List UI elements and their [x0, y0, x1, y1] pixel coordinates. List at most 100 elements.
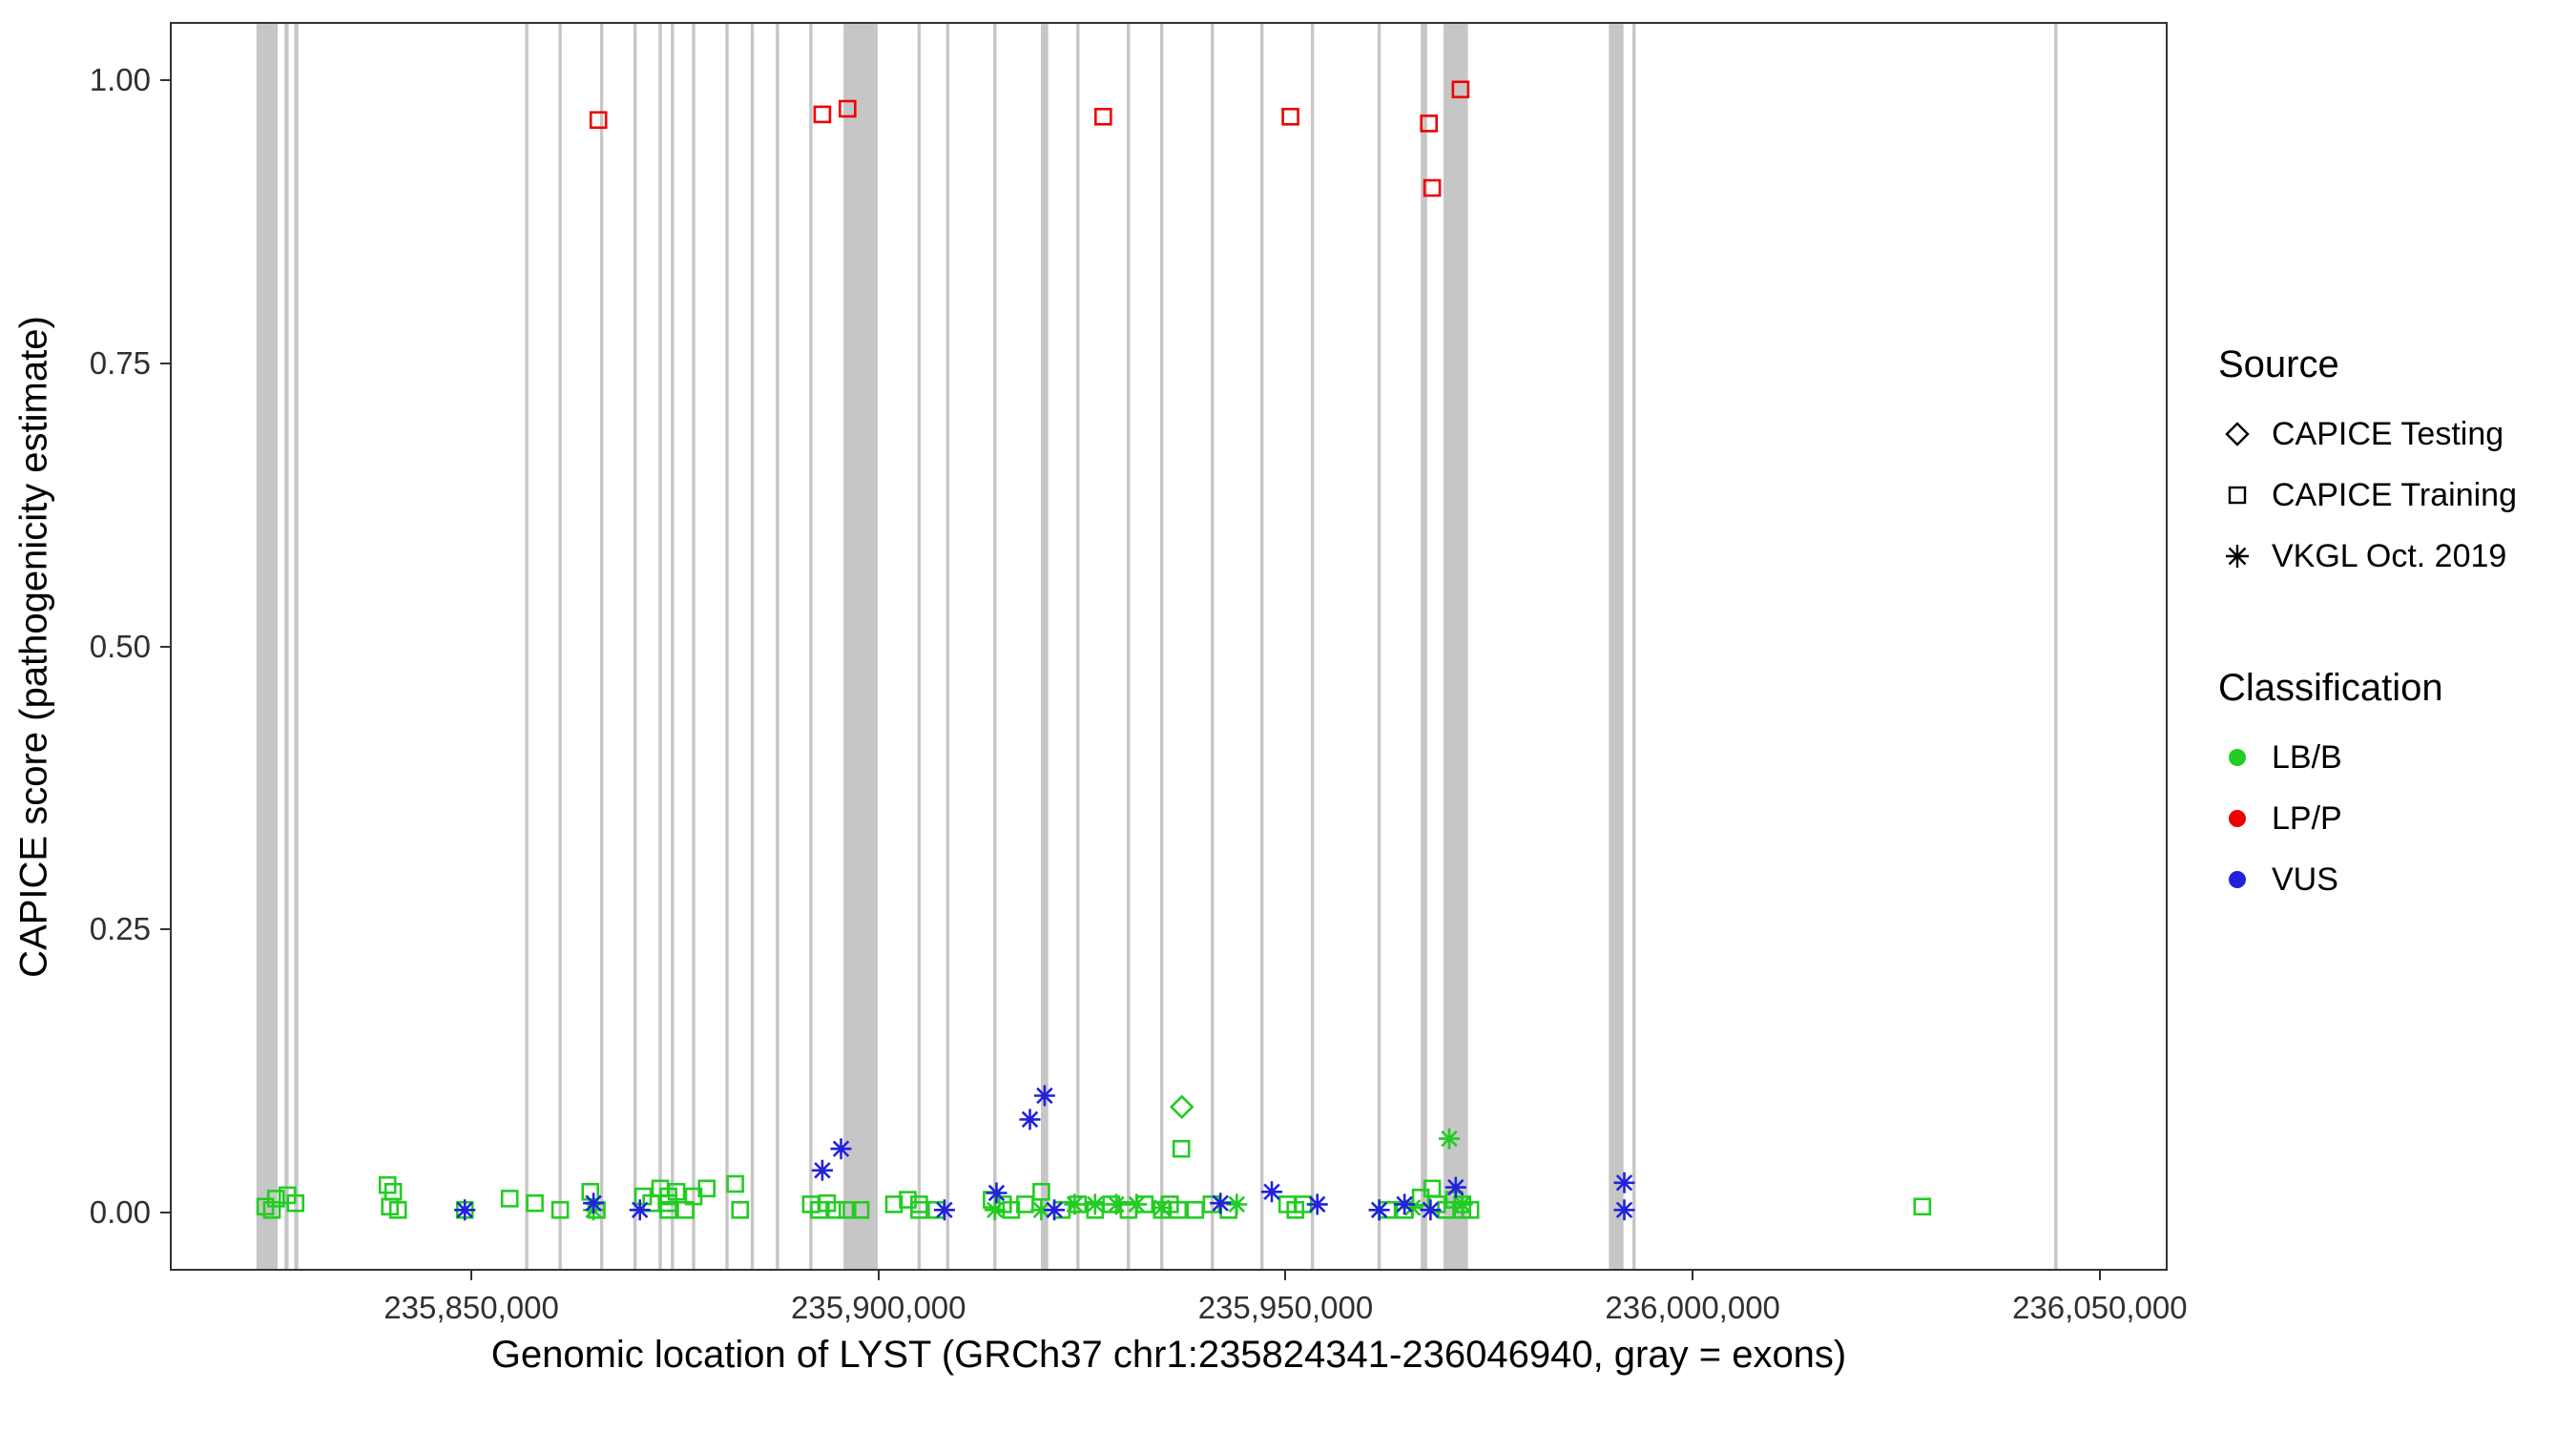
data-point-square — [1423, 178, 1442, 197]
exon-bar — [993, 24, 997, 1269]
diamond-icon — [2218, 415, 2256, 453]
data-point-square — [697, 1179, 717, 1198]
data-point-asterisk — [933, 1199, 955, 1221]
legend-item-label: LB/B — [2272, 738, 2342, 776]
data-point-asterisk — [1368, 1199, 1390, 1221]
x-axis-tick-label: 235,850,000 — [384, 1290, 559, 1325]
data-point-asterisk — [1064, 1193, 1086, 1215]
exon-bar — [671, 24, 675, 1269]
exon-bar — [917, 24, 922, 1269]
exon-bar — [2054, 24, 2058, 1269]
exon-bar — [633, 24, 637, 1269]
legend-item-label: CAPICE Training — [2272, 476, 2517, 513]
data-point-asterisk — [1044, 1199, 1066, 1221]
data-point-asterisk — [1210, 1192, 1232, 1214]
exon-bar — [1377, 24, 1381, 1269]
exon-bar — [1260, 24, 1264, 1269]
data-point-square — [266, 1190, 285, 1208]
data-point-square — [1913, 1197, 1932, 1216]
data-point-square — [262, 1201, 281, 1219]
data-point-square — [667, 1183, 686, 1201]
green-dot-icon — [2218, 738, 2256, 777]
data-point-square — [838, 1201, 857, 1219]
data-point-square — [526, 1193, 544, 1213]
exon-bar — [1041, 24, 1049, 1269]
data-point-square — [838, 99, 857, 118]
data-point-asterisk — [454, 1199, 476, 1221]
y-axis-tick-label: 1.00 — [89, 62, 151, 98]
y-axis-tick-label: 0.75 — [89, 344, 151, 381]
y-axis-tick-label: 0.00 — [89, 1193, 151, 1230]
exon-bar — [809, 24, 813, 1269]
exon-bar — [1310, 24, 1315, 1269]
x-axis-tick — [1692, 1271, 1694, 1280]
data-point-square — [827, 1201, 845, 1219]
square-icon — [2218, 476, 2256, 514]
exon-bar — [1160, 24, 1164, 1269]
data-point-asterisk — [1394, 1193, 1416, 1215]
x-axis-tick — [1284, 1271, 1287, 1280]
legend-item-lpp: LP/P — [2218, 799, 2571, 838]
exon-bar — [1211, 24, 1215, 1269]
data-point-square — [384, 1183, 403, 1201]
y-axis-tick — [160, 928, 170, 931]
data-point-asterisk — [1613, 1199, 1635, 1221]
asterisk-icon — [2218, 537, 2256, 575]
exon-bar — [284, 24, 289, 1269]
legend-source-block: Source CAPICE Testing CAPICE Training — [2218, 343, 2571, 575]
data-point-asterisk — [1451, 1193, 1473, 1215]
data-point-asterisk — [1030, 1199, 1052, 1221]
x-axis-title: Genomic location of LYST (GRCh37 chr1:23… — [490, 1334, 1847, 1376]
data-point-asterisk — [984, 1199, 1006, 1221]
blue-dot-icon — [2218, 861, 2256, 899]
legend: Source CAPICE Testing CAPICE Training — [2218, 343, 2571, 990]
data-point-asterisk — [986, 1182, 1008, 1204]
data-point-asterisk — [1444, 1176, 1466, 1198]
x-axis-tick — [470, 1271, 473, 1280]
x-axis-tick — [2098, 1271, 2101, 1280]
exon-bar — [945, 24, 949, 1269]
y-axis-tick — [160, 362, 170, 364]
y-axis-tick — [160, 1211, 170, 1213]
legend-item-label: VKGL Oct. 2019 — [2272, 537, 2507, 574]
data-point-square — [1281, 108, 1299, 126]
x-axis-tick-label: 235,900,000 — [790, 1290, 966, 1325]
legend-source-title: Source — [2218, 343, 2339, 385]
data-point-asterisk — [1306, 1193, 1328, 1215]
legend-classification-title: Classification — [2218, 667, 2443, 709]
data-point-square — [1093, 108, 1112, 126]
x-axis-tick — [877, 1271, 880, 1280]
data-point-square — [726, 1174, 744, 1193]
legend-item-capice-training: CAPICE Training — [2218, 476, 2571, 514]
data-point-square — [899, 1191, 917, 1209]
exon-bar — [525, 24, 529, 1269]
data-point-square — [1016, 1195, 1034, 1213]
data-point-square — [286, 1193, 304, 1213]
x-axis-tick-label: 236,050,000 — [2012, 1290, 2188, 1325]
exon-bar — [599, 24, 604, 1269]
legend-item-vkgl: VKGL Oct. 2019 — [2218, 537, 2571, 575]
exon-bar — [1127, 24, 1131, 1269]
data-point-square — [884, 1195, 904, 1213]
exon-bar — [658, 24, 662, 1269]
exon-bar — [558, 24, 562, 1269]
exon-bar — [1444, 24, 1468, 1269]
data-point-asterisk — [1084, 1193, 1106, 1215]
data-point-square — [1169, 1201, 1188, 1219]
data-point-asterisk — [811, 1159, 833, 1181]
x-axis-tick-label: 236,000,000 — [1605, 1290, 1780, 1325]
exon-bar — [725, 24, 729, 1269]
data-point-square — [1172, 1139, 1191, 1158]
data-point-square — [659, 1201, 677, 1219]
y-axis-tick — [160, 645, 170, 648]
data-point-diamond — [1169, 1094, 1195, 1120]
data-point-asterisk — [1019, 1109, 1041, 1130]
exon-bar — [750, 24, 755, 1269]
y-axis-tick-label: 0.25 — [89, 911, 151, 947]
exon-bar — [1421, 24, 1427, 1269]
data-point-asterisk — [629, 1199, 651, 1221]
data-point-asterisk — [830, 1138, 852, 1160]
data-point-asterisk — [1420, 1199, 1442, 1221]
exon-bar — [256, 24, 278, 1269]
